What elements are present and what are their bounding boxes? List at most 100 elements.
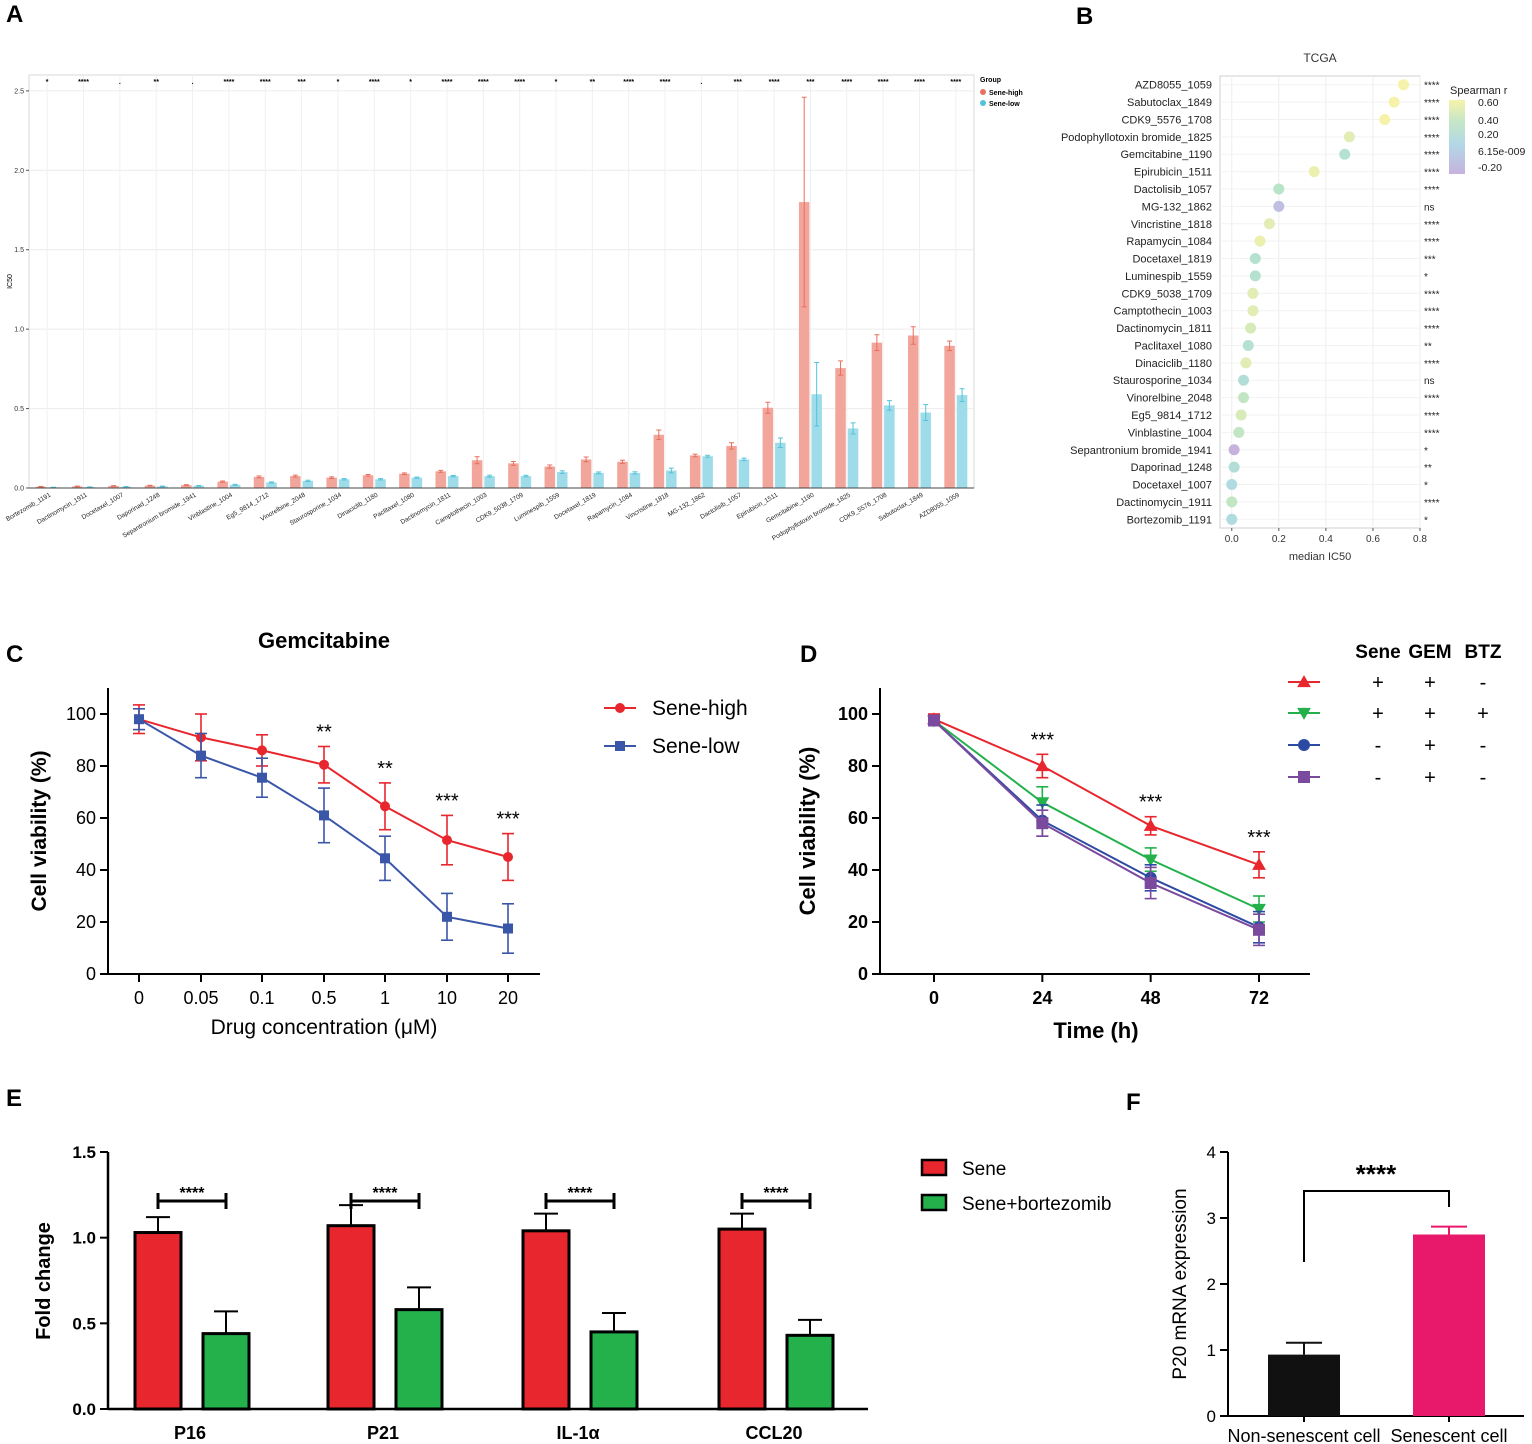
significance-label: ****	[660, 79, 671, 86]
significance-label: ****	[478, 79, 489, 86]
data-point	[1238, 392, 1250, 404]
data-point	[1228, 444, 1240, 456]
bar-sene-high	[290, 476, 301, 488]
significance-label: ****	[369, 79, 380, 86]
bar-sene-high	[907, 335, 919, 488]
x-tick-label: 0.1	[249, 988, 274, 1008]
significance-label: ****	[1424, 394, 1440, 405]
bar-sene-high	[362, 475, 374, 488]
x-tick-label: 24	[1032, 988, 1052, 1008]
data-point	[442, 835, 452, 846]
x-tick-label: 1	[380, 988, 390, 1008]
bar-sene-low	[229, 484, 241, 488]
data-point	[1036, 817, 1049, 830]
data-point	[1253, 923, 1265, 936]
data-point	[1144, 877, 1157, 889]
bar-sene-high	[835, 368, 846, 488]
bar-sene	[521, 1229, 571, 1411]
x-tick-label: 0.5	[311, 988, 336, 1008]
y-axis-label: Cell viability (%)	[795, 747, 820, 916]
significance-label: ****	[769, 79, 780, 86]
legend-cell: +	[1372, 672, 1384, 694]
bar-sene-high	[326, 477, 337, 488]
colorbar-tick-label: -0.20	[1478, 162, 1502, 174]
y-tick-label: CDK9_5038_1709	[1121, 288, 1212, 300]
y-tick-label: Docetaxel_1819	[1132, 254, 1212, 266]
x-axis-label: Time (h)	[1053, 1018, 1138, 1043]
significance-label: ****	[1424, 411, 1440, 422]
data-point	[1035, 797, 1050, 810]
bar-sene-high	[726, 445, 737, 488]
data-point	[1249, 253, 1261, 265]
colorbar-tick-label: 0.40	[1478, 115, 1499, 127]
y-tick-label: Sabutoclax_1849	[1127, 97, 1212, 109]
significance-label: **	[1424, 341, 1432, 352]
y-tick-label: Dactolisib_1057	[1134, 184, 1212, 196]
y-tick-label: Epirubicin_1511	[1134, 167, 1212, 179]
y-tick-label: 0.0	[14, 486, 24, 493]
x-tick-label: 48	[1141, 988, 1161, 1008]
bar-sene-low	[447, 476, 459, 488]
series-line	[933, 719, 1260, 931]
y-tick-label: Podophyllotoxin bromide_1825	[1061, 132, 1212, 144]
data-point	[503, 852, 513, 862]
x-tick-label: P21	[367, 1423, 399, 1443]
significance-label: ****	[1424, 307, 1440, 318]
data-point	[1226, 513, 1238, 525]
bar-sene-low	[884, 405, 895, 488]
x-axis-label: Drug concentration (μM)	[211, 1016, 438, 1039]
legend-cell: +	[1424, 703, 1436, 725]
x-tick-label: 0.0	[1225, 534, 1239, 545]
y-tick-label: 0.0	[72, 1400, 96, 1419]
significance-label: **	[153, 79, 159, 86]
legend-label-sene-high: Sene-high	[652, 697, 748, 720]
bar-sene-high	[253, 476, 265, 488]
y-tick-label: Daporinad_1248	[1131, 462, 1212, 474]
y-tick-label: 100	[66, 704, 96, 724]
x-tick-label: 0.2	[1272, 534, 1286, 545]
x-tick-label: 0.8	[1413, 534, 1427, 545]
significance-label: ***	[435, 790, 459, 812]
y-tick-label: Gemcitabine_1190	[1120, 149, 1212, 161]
significance-label: *	[1424, 272, 1428, 283]
significance-label: ****	[1424, 289, 1440, 300]
colorbar-tick-label: 0.20	[1478, 129, 1499, 141]
panel-c-gemcitabine-line-chart: Gemcitabine 0 20 40 60 80 100 0 0.05 0.1 0.5 1 10 20 D…	[28, 628, 748, 1039]
y-tick-label: 20	[76, 912, 96, 932]
panel-d-time-course-line-chart: 0 20 40 60 80 100 0 24 48 72 Time (h) Cell viabilit…	[795, 642, 1502, 1043]
y-tick-label: Docetaxel_1007	[1132, 480, 1212, 492]
bar-sene-high	[762, 407, 774, 488]
legend-title: Group	[980, 77, 1001, 84]
x-tick-label: Sepantronium bromide_1941	[121, 491, 197, 539]
data-point	[1242, 339, 1254, 351]
significance-label: **	[1424, 463, 1432, 474]
data-point	[257, 772, 267, 783]
legend-title: Spearman r	[1450, 85, 1508, 97]
y-tick-label: Dactinomycin_1811	[1116, 323, 1212, 335]
significance-label: *	[337, 79, 340, 86]
bar-sene-low	[775, 442, 786, 488]
x-tick-label: 72	[1249, 988, 1269, 1008]
legend-label-sene-bortezomib: Sene+bortezomib	[962, 1194, 1111, 1215]
y-tick-label: 40	[76, 860, 96, 880]
legend-cell: +	[1477, 703, 1489, 725]
legend-cell: -	[1375, 767, 1382, 789]
legend-marker	[1297, 707, 1311, 720]
data-point	[928, 714, 940, 727]
bar-sene-high	[399, 473, 410, 488]
panel-label-c: C	[6, 641, 23, 668]
x-tick-label: 0	[134, 988, 144, 1008]
plot-area	[28, 74, 975, 489]
bar-sene-high	[144, 485, 156, 488]
data-point	[380, 853, 390, 864]
significance-label: ***	[1424, 255, 1436, 266]
significance-label: ****	[1424, 428, 1440, 439]
bar-sene-bortezomib	[589, 1330, 639, 1411]
significance-label: ****	[1424, 115, 1440, 126]
legend-swatch-sene	[920, 1158, 948, 1177]
y-axis-label: Cell viability (%)	[28, 750, 51, 911]
bar-sene-high	[508, 463, 519, 488]
legend-marker-sene-low	[615, 741, 625, 751]
bar-sene	[326, 1224, 376, 1411]
y-tick-label: 0.5	[72, 1314, 96, 1333]
